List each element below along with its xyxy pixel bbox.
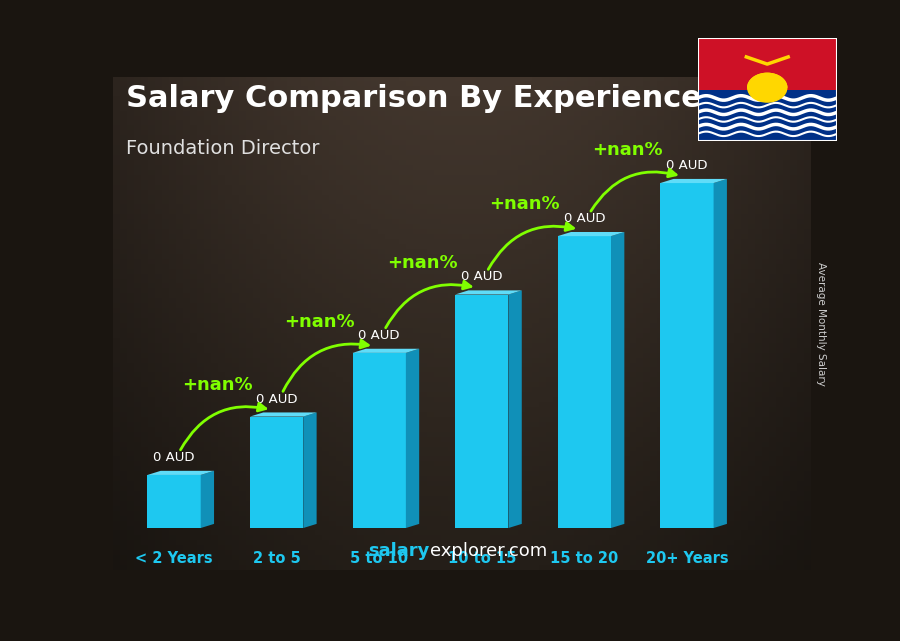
Polygon shape [558,232,625,236]
Polygon shape [714,179,727,528]
Polygon shape [353,349,419,353]
Text: < 2 Years: < 2 Years [135,551,213,566]
Polygon shape [748,73,787,88]
Circle shape [748,73,787,102]
Text: 10 to 15: 10 to 15 [447,551,516,566]
Text: 0 AUD: 0 AUD [153,451,194,464]
FancyBboxPatch shape [698,38,837,90]
Polygon shape [558,236,611,528]
Polygon shape [455,290,522,294]
Polygon shape [303,412,317,528]
Polygon shape [201,471,214,528]
Polygon shape [455,294,508,528]
Text: 5 to 10: 5 to 10 [350,551,409,566]
Text: Average Monthly Salary: Average Monthly Salary [815,262,825,386]
Text: explorer.com: explorer.com [430,542,547,560]
Text: 20+ Years: 20+ Years [645,551,728,566]
Text: 0 AUD: 0 AUD [358,329,400,342]
Polygon shape [250,417,303,528]
Polygon shape [508,290,522,528]
Text: 2 to 5: 2 to 5 [253,551,301,566]
Polygon shape [148,475,201,528]
Text: 0 AUD: 0 AUD [666,159,707,172]
Polygon shape [148,471,214,475]
Text: 0 AUD: 0 AUD [563,212,605,225]
Text: +nan%: +nan% [182,376,252,394]
Polygon shape [250,412,317,417]
Polygon shape [661,179,727,183]
Text: Salary Comparison By Experience: Salary Comparison By Experience [126,85,702,113]
Text: +nan%: +nan% [387,254,457,272]
Text: +nan%: +nan% [592,141,662,159]
Polygon shape [406,349,419,528]
FancyBboxPatch shape [698,90,837,141]
Text: 0 AUD: 0 AUD [256,392,297,406]
Text: 0 AUD: 0 AUD [461,271,502,283]
Polygon shape [661,183,714,528]
Polygon shape [611,232,625,528]
Text: 15 to 20: 15 to 20 [550,551,618,566]
Text: +nan%: +nan% [490,196,560,213]
Text: Foundation Director: Foundation Director [126,138,320,158]
Text: salary: salary [368,542,430,560]
Polygon shape [353,353,406,528]
Text: +nan%: +nan% [284,313,355,331]
